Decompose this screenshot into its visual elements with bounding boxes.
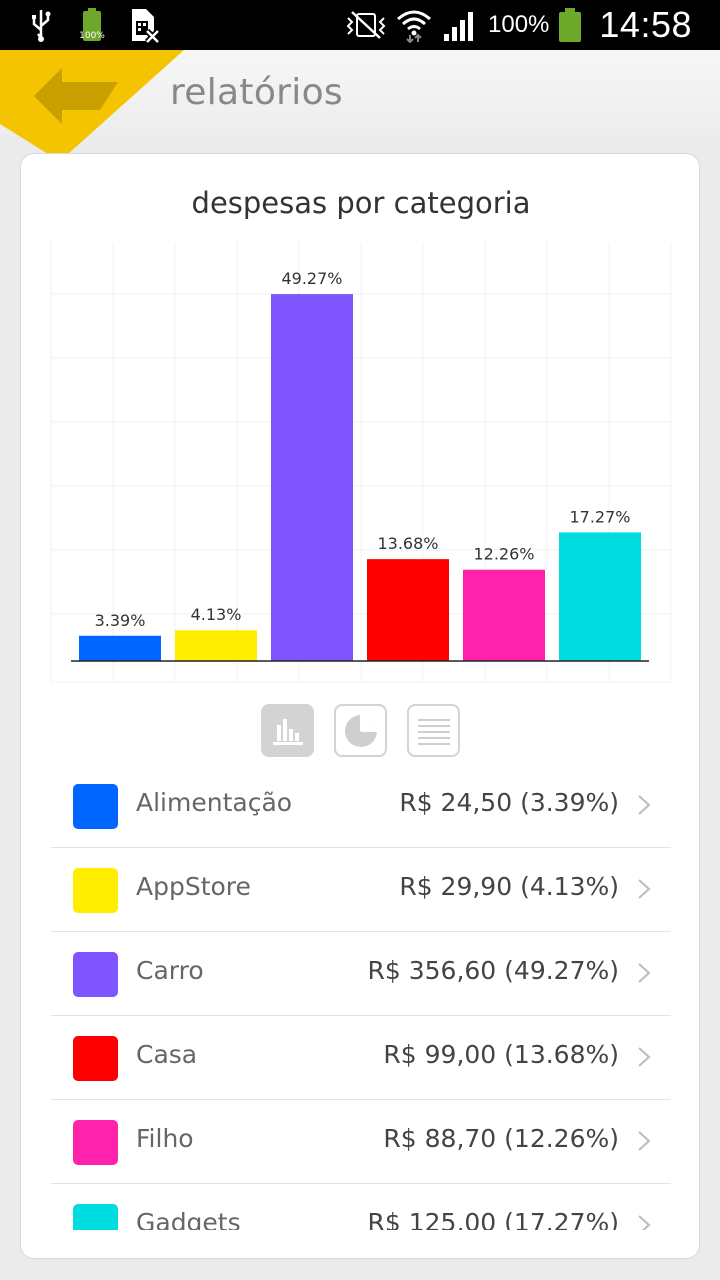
list-bottom-edge bbox=[21, 1230, 699, 1258]
bar-value-label: 4.13% bbox=[191, 605, 242, 624]
bar-value-label: 3.39% bbox=[95, 611, 146, 630]
battery-notification-label: 100% bbox=[79, 31, 105, 41]
bar-value-label: 17.27% bbox=[569, 507, 630, 526]
clock: 14:58 bbox=[599, 4, 692, 45]
bar-value-label: 49.27% bbox=[281, 269, 342, 288]
mute-icon bbox=[346, 10, 386, 40]
bar-3[interactable] bbox=[271, 294, 353, 661]
category-name: Carro bbox=[136, 956, 204, 985]
page-title: relatórios bbox=[170, 72, 343, 113]
usb-icon bbox=[28, 8, 54, 42]
bar-6[interactable] bbox=[559, 532, 641, 661]
category-color-swatch bbox=[73, 1036, 118, 1081]
category-amount: R$ 99,00 (13.68%) bbox=[383, 1040, 619, 1069]
category-color-swatch bbox=[73, 784, 118, 829]
no-sim-icon bbox=[130, 7, 160, 43]
category-row[interactable]: Casa R$ 99,00 (13.68%) bbox=[51, 1016, 671, 1100]
category-row[interactable]: Filho R$ 88,70 (12.26%) bbox=[51, 1100, 671, 1184]
bar-chart-icon bbox=[272, 718, 303, 745]
list-view-button[interactable] bbox=[407, 704, 460, 757]
pie-chart-view-button[interactable] bbox=[334, 704, 387, 757]
report-card: despesas por categoria 3.39% 4.13% 49.27% 1… bbox=[20, 153, 700, 1259]
bar-value-label: 12.26% bbox=[473, 545, 534, 564]
category-row[interactable]: AppStore R$ 29,90 (4.13%) bbox=[51, 848, 671, 932]
bar-2[interactable] bbox=[175, 630, 257, 661]
category-color-swatch bbox=[73, 1120, 118, 1165]
bar-chart: 3.39% 4.13% 49.27% 13.68% 12.26% 17.27% bbox=[50, 242, 672, 683]
chevron-right-icon bbox=[638, 879, 651, 899]
signal-strength-icon bbox=[442, 8, 478, 42]
pie-chart-icon bbox=[344, 714, 377, 747]
bar-chart-view-button[interactable] bbox=[261, 704, 314, 757]
status-bar: 100% bbox=[0, 0, 720, 50]
category-color-swatch bbox=[73, 952, 118, 997]
battery-icon bbox=[559, 8, 582, 42]
category-amount: R$ 24,50 (3.39%) bbox=[399, 788, 619, 817]
category-color-swatch bbox=[73, 868, 118, 913]
chevron-right-icon bbox=[638, 963, 651, 983]
bar-1[interactable] bbox=[79, 635, 161, 661]
category-amount: R$ 88,70 (12.26%) bbox=[383, 1124, 619, 1153]
back-arrow-icon bbox=[0, 50, 184, 158]
chart-title: despesas por categoria bbox=[191, 186, 531, 220]
battery-percent: 100% bbox=[488, 11, 550, 38]
category-name: Alimentação bbox=[136, 788, 293, 817]
bar-5[interactable] bbox=[463, 569, 545, 661]
chevron-right-icon bbox=[638, 795, 651, 815]
category-row[interactable]: Carro R$ 356,60 (49.27%) bbox=[51, 932, 671, 1016]
category-amount: R$ 356,60 (49.27%) bbox=[367, 956, 619, 985]
chevron-right-icon bbox=[638, 1131, 651, 1151]
status-bar-system: 100% 14:58 bbox=[346, 0, 692, 50]
battery-full-notification-icon: 100% bbox=[79, 7, 105, 43]
chevron-right-icon bbox=[638, 1047, 651, 1067]
bar-value-label: 13.68% bbox=[377, 534, 438, 553]
category-name: Filho bbox=[136, 1124, 194, 1153]
back-button[interactable] bbox=[0, 50, 190, 162]
view-toggle-group bbox=[261, 704, 460, 757]
category-list: Alimentação R$ 24,50 (3.39%) AppStore R$ 29… bbox=[51, 764, 671, 1258]
category-row[interactable]: Alimentação R$ 24,50 (3.39%) bbox=[51, 764, 671, 848]
bar-4[interactable] bbox=[367, 559, 449, 661]
category-amount: R$ 29,90 (4.13%) bbox=[399, 872, 619, 901]
list-icon bbox=[417, 718, 450, 745]
status-bar-notifications: 100% bbox=[28, 6, 160, 44]
category-name: Casa bbox=[136, 1040, 198, 1069]
category-name: AppStore bbox=[136, 872, 251, 901]
wifi-icon bbox=[396, 7, 432, 43]
